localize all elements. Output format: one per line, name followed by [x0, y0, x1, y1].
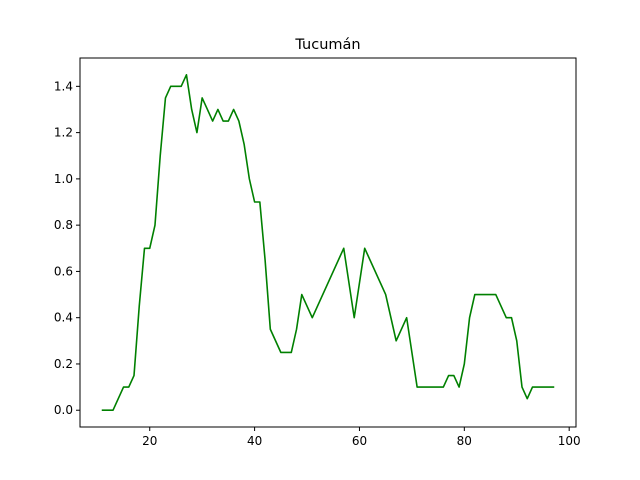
y-tick-label: 0.4 [54, 311, 73, 325]
y-tick-label: 1.0 [54, 172, 73, 186]
y-tick-label: 0.0 [54, 403, 73, 417]
y-tick-label: 1.4 [54, 79, 73, 93]
x-tick-label: 20 [142, 434, 157, 448]
plot-frame [79, 57, 577, 428]
y-tick-label: 1.2 [54, 126, 73, 140]
x-axis: 20 40 60 80 100 [142, 427, 581, 448]
series-line [101, 73, 555, 412]
x-tick-label: 60 [352, 434, 367, 448]
y-axis: 0.0 0.2 0.4 0.6 0.8 1.0 1.2 1.4 [54, 79, 80, 417]
x-tick-label: 100 [558, 434, 581, 448]
y-tick-label: 0.8 [54, 218, 73, 232]
series-layer [101, 73, 555, 412]
y-tick-label: 0.6 [54, 264, 73, 278]
x-tick-label: 80 [457, 434, 472, 448]
y-tick-label: 0.2 [54, 357, 73, 371]
chart-title: Tucumán [294, 37, 360, 53]
x-tick-label: 40 [247, 434, 262, 448]
plot-area [80, 58, 576, 427]
